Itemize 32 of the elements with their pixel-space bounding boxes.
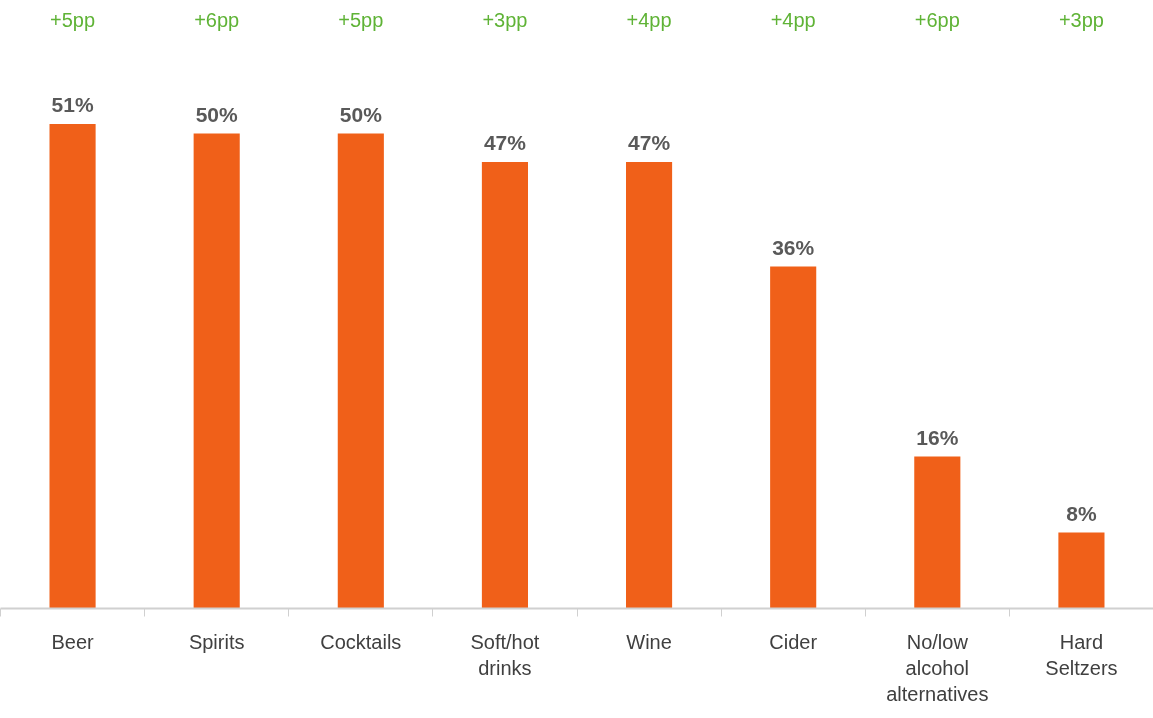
data-label: 47% xyxy=(483,131,527,155)
bar xyxy=(49,124,96,609)
bar xyxy=(193,133,240,609)
x-tick-label: Beer xyxy=(51,630,95,653)
data-label: 8% xyxy=(1066,501,1097,525)
text: +6pp xyxy=(194,8,240,31)
text: +3pp xyxy=(1058,8,1104,31)
data-label: 36% xyxy=(772,235,815,259)
data-label: 16% xyxy=(916,425,959,449)
bar xyxy=(914,456,961,609)
x-tick-label: Hard Seltzers xyxy=(1045,630,1118,679)
text: +5pp xyxy=(50,8,96,31)
x-tick-label: No/low alcohol alternatives xyxy=(886,630,989,706)
text: +3pp xyxy=(482,8,528,31)
data-label: 47% xyxy=(628,131,671,155)
data-label: 51% xyxy=(51,93,94,117)
bar xyxy=(1058,532,1105,609)
text: +6pp xyxy=(914,8,960,31)
text: +5pp xyxy=(338,8,384,31)
x-tick-label: Soft/hot drinks xyxy=(470,630,540,679)
data-label: 50% xyxy=(195,102,239,126)
x-tick-label: Cider xyxy=(769,630,818,653)
text: +4pp xyxy=(626,8,672,31)
x-tick-label: Spirits xyxy=(188,630,245,653)
bar xyxy=(770,266,817,609)
data-label: 50% xyxy=(339,102,383,126)
bar xyxy=(481,162,528,609)
x-tick-label: Wine xyxy=(626,630,672,653)
x-tick-label: Cocktails xyxy=(320,630,402,653)
bar xyxy=(626,162,673,609)
bar xyxy=(337,133,384,609)
text: +4pp xyxy=(770,8,816,31)
